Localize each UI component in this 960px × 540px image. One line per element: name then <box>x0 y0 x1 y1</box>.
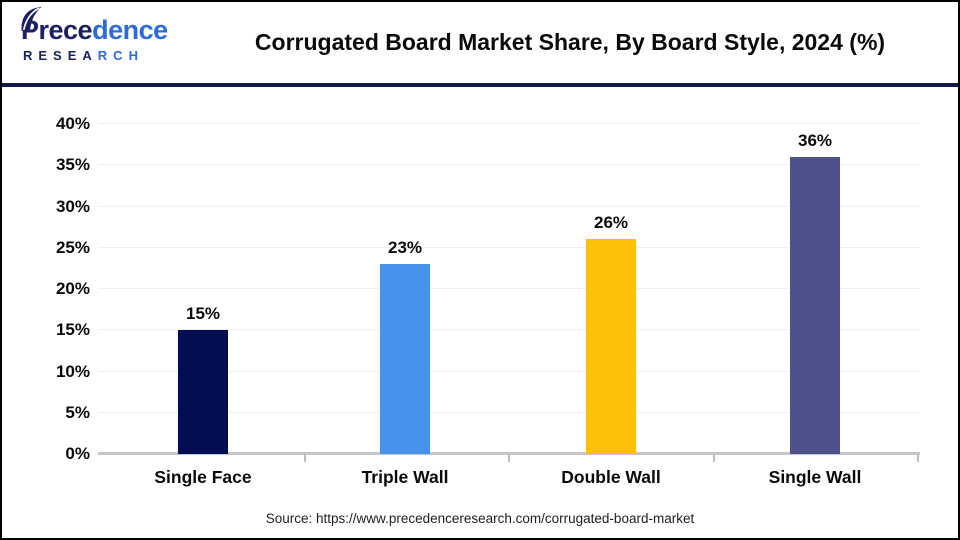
logo-subtitle-blue: RCH <box>97 48 144 63</box>
gridline <box>98 123 920 124</box>
source-text: Source: https://www.precedenceresearch.c… <box>265 511 695 526</box>
y-axis-label: 40% <box>55 114 90 133</box>
chart-title: Corrugated Board Market Share, By Board … <box>254 29 886 55</box>
logo-wordmark: Precedence <box>20 7 200 45</box>
x-axis-category-label: Single Wall <box>768 467 862 487</box>
y-axis-label: 15% <box>55 320 90 340</box>
logo-subtitle: RESEARCH <box>20 48 200 64</box>
logo-text-blue: dence <box>92 15 168 45</box>
x-axis-tick <box>713 454 715 462</box>
bar-single-face <box>178 330 228 454</box>
bar-value-label: 36% <box>797 131 833 150</box>
gridline <box>98 164 920 166</box>
x-axis-tick <box>508 454 510 462</box>
bar-double-wall <box>586 239 636 454</box>
y-axis-label: 30% <box>55 196 90 216</box>
y-axis-label: 10% <box>55 361 90 381</box>
brand-logo: Precedence RESEARCH <box>20 7 200 64</box>
bar-single-wall <box>790 157 840 454</box>
y-axis-label: 5% <box>65 402 90 422</box>
y-axis-label: 35% <box>55 155 90 175</box>
bar-value-label: 23% <box>387 238 423 257</box>
x-axis-category-label: Double Wall <box>561 467 661 487</box>
logo-subtitle-dark: RESEA <box>23 48 98 63</box>
leaf-icon <box>21 7 42 31</box>
y-axis-label: 0% <box>65 444 90 463</box>
header: Precedence RESEARCH Corrugated Board Mar… <box>2 2 958 83</box>
y-axis-label: 20% <box>55 279 90 298</box>
header-divider <box>2 83 958 87</box>
y-axis-label: 25% <box>55 237 90 257</box>
x-axis-category-label: Triple Wall <box>361 467 449 487</box>
bar-value-label: 15% <box>185 304 221 323</box>
x-axis-line <box>98 452 920 455</box>
gridline <box>98 370 920 372</box>
logo-text-dark: Prece <box>21 15 93 45</box>
bar-triple-wall <box>380 264 430 454</box>
x-axis-tick <box>917 454 919 462</box>
gridline <box>98 246 920 248</box>
gridline <box>98 411 920 413</box>
x-axis-tick <box>304 454 306 462</box>
gridline <box>98 205 920 207</box>
x-axis-category-label: Single Face <box>154 467 252 487</box>
gridline <box>98 329 920 331</box>
bar-value-label: 26% <box>593 213 629 232</box>
gridline <box>98 288 920 289</box>
